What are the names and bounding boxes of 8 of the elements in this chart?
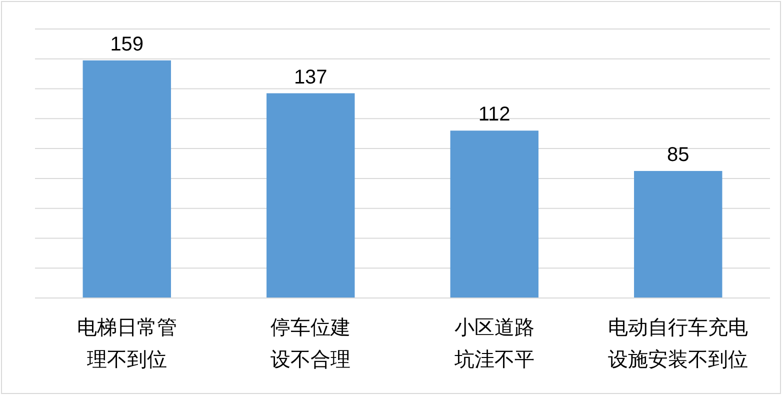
x-tick-label: 停车位建设不合理 — [270, 317, 351, 371]
data-label: 85 — [667, 144, 690, 166]
data-label: 112 — [478, 104, 510, 126]
data-label: 159 — [110, 33, 144, 56]
data-label: 137 — [294, 66, 328, 88]
x-tick-label: 电动自行车充电设施安装不到位 — [608, 317, 748, 371]
x-tick-label: 电梯日常管理不到位 — [76, 317, 177, 371]
x-tick-label: 小区道路坑洼不平 — [453, 317, 534, 371]
